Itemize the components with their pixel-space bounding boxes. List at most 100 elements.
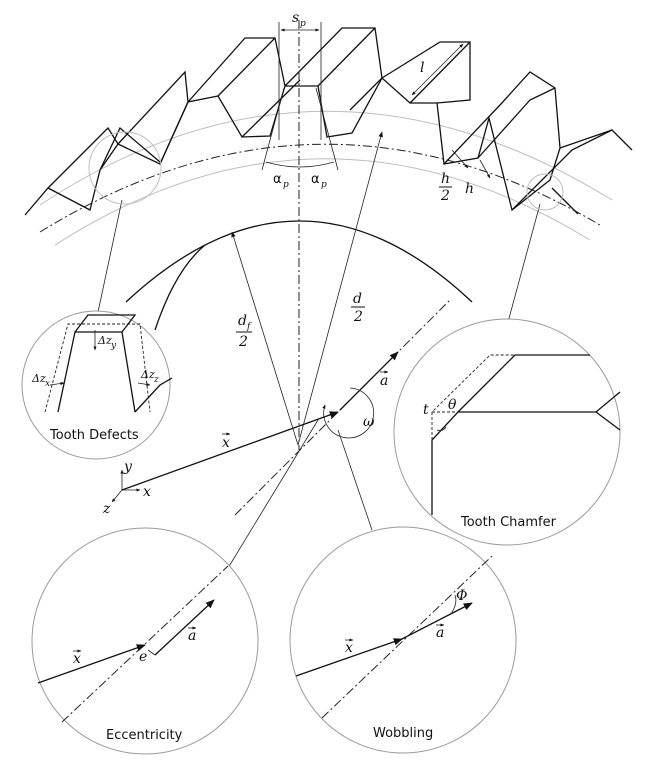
leader-eccentricity: [227, 419, 319, 569]
tooth-3-top: [217, 37, 276, 97]
axis-y-label: y: [123, 459, 133, 475]
l-dimension: [411, 43, 464, 96]
alpha-right-sub: p: [321, 180, 327, 190]
leader-tooth-defects: [97, 199, 123, 313]
tooth-4-top: [284, 27, 383, 111]
eccentricity-vector-x: [37, 644, 146, 684]
wobbling-phi-arc: [450, 594, 457, 615]
gear-teeth: s p α p α p l h 2 h: [24, 10, 633, 450]
position-vector-x: [121, 411, 339, 491]
leader-tooth-chamfer: [507, 203, 541, 323]
h-half-dimension: [451, 149, 469, 169]
inset-leaders: [97, 199, 541, 569]
eccentricity-vector-a: [154, 599, 215, 656]
defect-tooth-top: [74, 314, 137, 333]
wob-a-label: a: [436, 625, 444, 641]
root-circle-arc: [125, 220, 473, 303]
dzx-arrow: [49, 381, 65, 386]
h-label: h: [465, 181, 474, 197]
alpha-line-left: [261, 87, 285, 171]
dzz-sub: z: [153, 375, 159, 385]
chamfer-right-edge: [595, 411, 621, 431]
d-num: d: [353, 291, 362, 307]
pitch-circle-arc: [39, 143, 601, 233]
tooth-defects-magnify-circle: [88, 131, 162, 205]
h-half-num: h: [441, 171, 450, 187]
chamfer-original-outline: [431, 354, 515, 440]
eccentricity-axis: [61, 565, 229, 723]
tooth-4-side: [317, 27, 376, 87]
axis-x-label: x: [143, 484, 151, 500]
tooth-2-top: [117, 37, 286, 145]
alpha-arc: [265, 161, 335, 168]
leader-wobbling: [337, 429, 373, 531]
tooth-5-side: [409, 41, 471, 104]
tooth-1-top: [99, 126, 161, 171]
wobbling-circle: [289, 526, 517, 754]
alpha-left-label: α: [273, 172, 282, 187]
inner-arc: [154, 244, 206, 331]
df-radius: [231, 231, 299, 446]
d-den: 2: [353, 309, 363, 325]
h-half-den: 2: [440, 188, 450, 204]
wobbling-vector-a: [399, 602, 473, 641]
l-label: l: [420, 60, 424, 76]
a-label: a: [380, 373, 388, 389]
d-radius: [297, 131, 383, 446]
tooth-profile-front: [24, 76, 633, 216]
wobbling-vector-x: [295, 638, 403, 677]
ecc-a-label: a: [188, 628, 196, 644]
omega-label: ω: [363, 414, 375, 430]
dzy-label: Δz: [97, 334, 112, 347]
eccentricity-caption: Eccentricity: [106, 728, 183, 743]
ecc-x-label: x: [73, 651, 81, 667]
wobbling-caption: Wobbling: [373, 726, 433, 741]
tooth-2-side: [159, 101, 189, 165]
omega-arc: [322, 387, 375, 439]
alpha-line-right: [315, 87, 339, 171]
chamfer-theta-arc: [436, 426, 447, 431]
tooth-chamfer-caption: Tooth Chamfer: [460, 515, 557, 530]
sp-label: s: [292, 10, 299, 26]
tooth-defects-circle: [21, 310, 171, 460]
x-label: x: [222, 435, 230, 451]
df-num: d: [238, 313, 247, 329]
tooth-chamfer-circle: [393, 318, 621, 546]
df-den: 2: [238, 334, 248, 350]
ecc-e-label: e: [139, 649, 147, 665]
axis-vector-a: [339, 351, 399, 411]
tooth-5-top: [381, 41, 471, 104]
sp-subscript: p: [300, 19, 306, 29]
dzz-label: Δz: [140, 368, 155, 381]
tooth-defects-caption: Tooth Defects: [49, 428, 139, 443]
tooth-edge: [551, 187, 579, 215]
tooth-3-side: [241, 79, 301, 138]
wobbling-axis: [321, 555, 493, 719]
wob-phi-label: Φ: [456, 588, 467, 604]
inset-tooth-chamfer: t θ Tooth Chamfer: [393, 173, 621, 546]
axis-z-arrow: [111, 489, 123, 503]
dzy-sub: y: [110, 341, 117, 351]
wob-x-label: x: [345, 640, 353, 656]
chamfer-theta-label: θ: [448, 397, 457, 413]
chamfer-edge: [457, 354, 516, 413]
h-dimension: [479, 159, 491, 179]
inset-tooth-defects: Δz y Δz x Δz z Tooth Defects: [21, 131, 173, 460]
inset-wobbling: x a Φ Wobbling: [289, 526, 517, 754]
eccentricity-circle: [31, 527, 259, 755]
tooth-6-side: [477, 87, 556, 159]
dzx-sub: x: [45, 379, 50, 389]
tooth-7-top: [511, 129, 613, 211]
df-sub: f: [246, 322, 252, 332]
alpha-right-label: α: [311, 172, 320, 187]
dzz-arrow: [137, 382, 151, 386]
tooth-chamfer-magnify-circle: [526, 173, 564, 211]
defect-tooth-dashed: [44, 323, 151, 413]
alpha-left-sub: p: [283, 180, 289, 190]
chamfer-t-label: t: [423, 402, 429, 418]
gear-body: d f 2 d 2 a ω x y x z: [102, 131, 473, 517]
dzx-label: Δz: [31, 372, 46, 385]
axis-z-label: z: [102, 501, 111, 517]
